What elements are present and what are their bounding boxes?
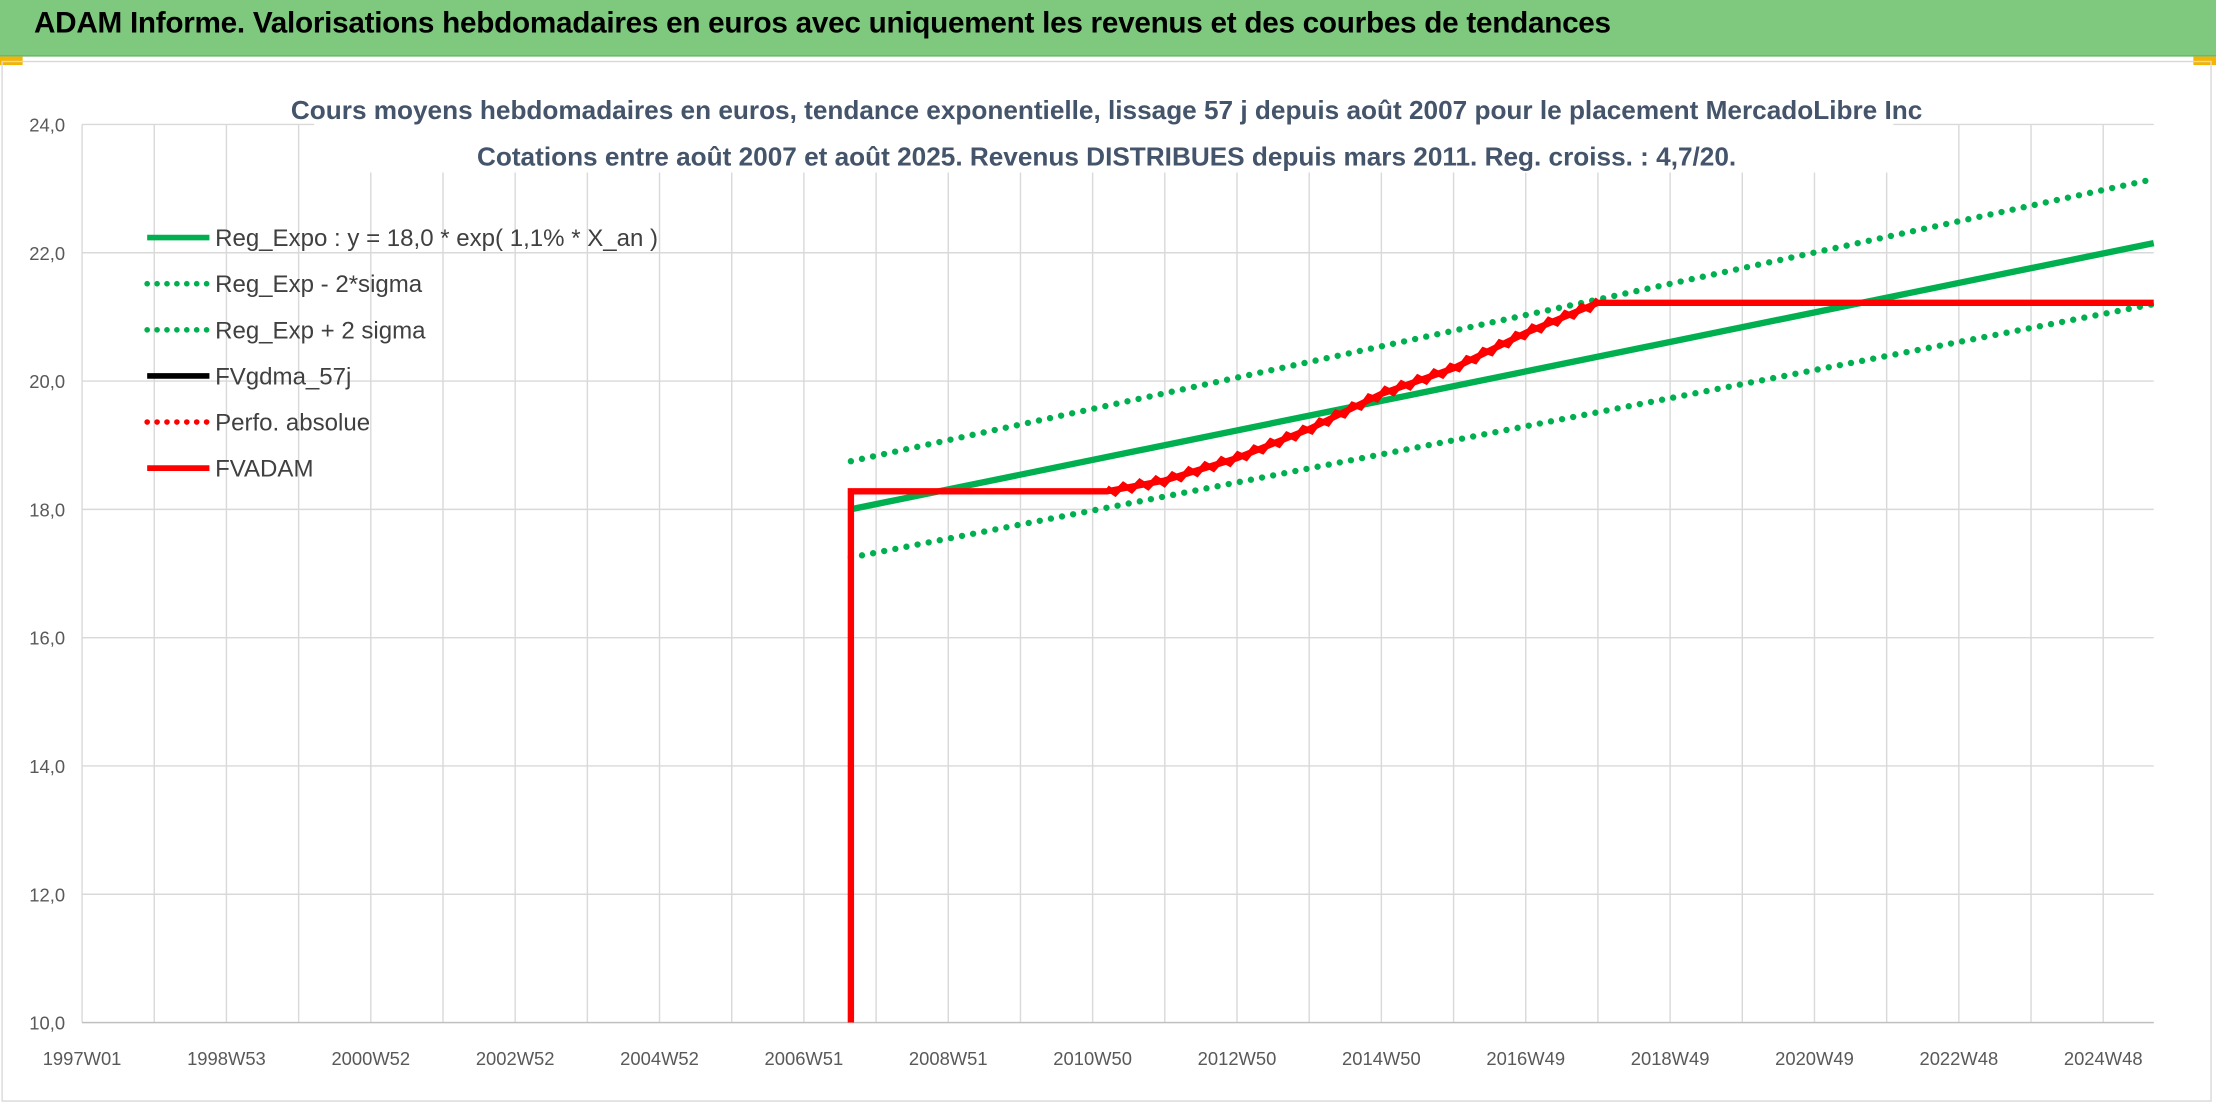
y-tick-label: 22,0 — [29, 243, 65, 264]
fvadam-staircase — [1105, 297, 1601, 498]
x-tick-label: 1997W01 — [43, 1048, 122, 1069]
y-tick-label: 20,0 — [29, 371, 65, 392]
x-tick-label: 2004W52 — [620, 1048, 699, 1069]
chart-legend: Reg_Expo : y = 18,0 * exp( 1,1% * X_an )… — [144, 225, 658, 483]
legend-label: FVgdma_57j — [215, 363, 351, 390]
x-tick-label: 2020W49 — [1775, 1048, 1854, 1069]
chart-subtitle: Cotations entre août 2007 et août 2025. … — [477, 141, 1736, 171]
y-tick-label: 12,0 — [29, 884, 65, 905]
report-title: ADAM Informe. Valorisations hebdomadaire… — [33, 7, 1611, 40]
chart-series — [847, 175, 2157, 1023]
x-tick-label: 2018W49 — [1631, 1048, 1710, 1069]
legend-label: Perfo. absolue — [215, 410, 370, 437]
y-tick-label: 24,0 — [29, 115, 65, 136]
x-tick-label: 2012W50 — [1198, 1048, 1277, 1069]
series-line — [850, 240, 2155, 513]
y-axis-ticks: 10,0 12,0 14,0 16,0 18,0 20,0 22,0 24,0 — [29, 115, 65, 1034]
report-banner: ADAM Informe. Valorisations hebdomadaire… — [0, 0, 2216, 57]
gridlines — [81, 123, 2154, 1024]
y-tick-label: 18,0 — [29, 499, 65, 520]
y-tick-label: 10,0 — [29, 1013, 65, 1034]
chart-frame — [1, 60, 2212, 1102]
series-line — [847, 175, 2157, 465]
x-tick-label: 2022W48 — [1919, 1048, 1998, 1069]
x-tick-label: 2010W50 — [1053, 1048, 1132, 1069]
legend-label: FVADAM — [215, 456, 313, 483]
x-tick-label: 2006W51 — [765, 1048, 844, 1069]
x-axis-ticks: 1997W01 1998W53 2000W52 2002W52 2004W52 2006W… — [43, 1048, 2143, 1069]
chart-titles: Cours moyens hebdomadaires en euros, ten… — [291, 87, 1922, 173]
y-tick-label: 14,0 — [29, 756, 65, 777]
legend-label: Reg_Exp + 2 sigma — [215, 317, 426, 344]
legend-label: Reg_Expo : y = 18,0 * exp( 1,1% * X_an ) — [215, 225, 658, 252]
x-tick-label: 2014W50 — [1342, 1048, 1421, 1069]
x-tick-label: 2024W48 — [2064, 1048, 2143, 1069]
x-tick-label: 2016W49 — [1486, 1048, 1565, 1069]
legend-label: Reg_Exp - 2*sigma — [215, 271, 423, 298]
x-tick-label: 2000W52 — [331, 1048, 410, 1069]
chart-title: Cours moyens hebdomadaires en euros, ten… — [291, 95, 1922, 125]
y-tick-label: 16,0 — [29, 628, 65, 649]
x-tick-label: 2002W52 — [476, 1048, 555, 1069]
x-tick-label: 1998W53 — [187, 1048, 266, 1069]
title-background — [314, 87, 1894, 173]
x-tick-label: 2008W51 — [909, 1048, 988, 1069]
